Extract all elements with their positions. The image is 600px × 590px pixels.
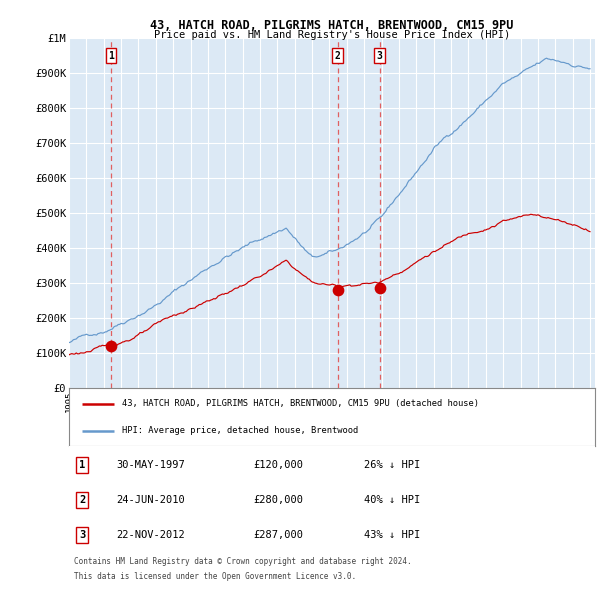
Point (106, 342, 116, 351)
Text: This data is licensed under the Open Government Licence v3.0.: This data is licensed under the Open Gov… (74, 572, 356, 581)
Text: 2: 2 (79, 496, 85, 506)
Text: £280,000: £280,000 (253, 496, 303, 506)
Point (375, 283, 385, 293)
Text: 43, HATCH ROAD, PILGRIMS HATCH, BRENTWOOD, CM15 9PU: 43, HATCH ROAD, PILGRIMS HATCH, BRENTWOO… (150, 19, 514, 32)
Text: 2: 2 (335, 51, 341, 61)
Text: 40% ↓ HPI: 40% ↓ HPI (364, 496, 420, 506)
Text: 3: 3 (79, 530, 85, 540)
Text: 43% ↓ HPI: 43% ↓ HPI (364, 530, 420, 540)
Text: 26% ↓ HPI: 26% ↓ HPI (364, 460, 420, 470)
Text: 43, HATCH ROAD, PILGRIMS HATCH, BRENTWOOD, CM15 9PU (detached house): 43, HATCH ROAD, PILGRIMS HATCH, BRENTWOO… (122, 399, 479, 408)
Text: HPI: Average price, detached house, Brentwood: HPI: Average price, detached house, Bren… (122, 426, 358, 435)
Point (333, 286, 343, 295)
Text: 3: 3 (377, 51, 383, 61)
Text: 1: 1 (108, 51, 114, 61)
Text: 30-MAY-1997: 30-MAY-1997 (116, 460, 185, 470)
Text: Price paid vs. HM Land Registry's House Price Index (HPI): Price paid vs. HM Land Registry's House … (154, 30, 510, 40)
Text: £287,000: £287,000 (253, 530, 303, 540)
Text: 1: 1 (79, 460, 85, 470)
Text: Contains HM Land Registry data © Crown copyright and database right 2024.: Contains HM Land Registry data © Crown c… (74, 557, 412, 566)
Text: £120,000: £120,000 (253, 460, 303, 470)
Text: 22-NOV-2012: 22-NOV-2012 (116, 530, 185, 540)
Text: 24-JUN-2010: 24-JUN-2010 (116, 496, 185, 506)
